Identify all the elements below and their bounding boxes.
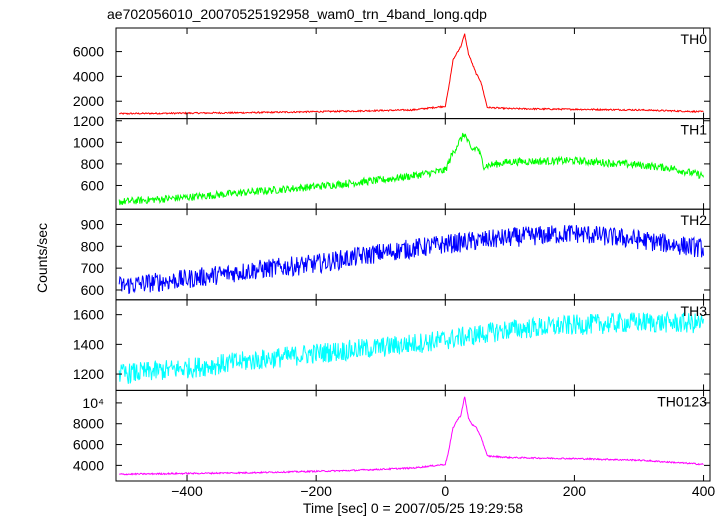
panel-label: TH0 bbox=[681, 31, 708, 47]
panel-th0123: 4000 6000 8000 10⁴ TH0123 bbox=[73, 389, 711, 482]
y-tick-label: 1000 bbox=[73, 134, 104, 150]
y-tick-label: 6000 bbox=[73, 44, 104, 60]
y-tick-label: 800 bbox=[81, 156, 105, 172]
panel-label: TH0123 bbox=[657, 393, 707, 409]
y-tick-label: 1200 bbox=[73, 366, 104, 382]
panel-th2: 600 700 800 900 TH2 bbox=[81, 208, 711, 301]
y-axis-label: Counts/sec bbox=[34, 223, 50, 293]
chart-title: ae702056010_20070525192958_wam0_trn_4ban… bbox=[107, 6, 487, 22]
x-tick-label: −400 bbox=[171, 483, 203, 499]
y-tick-label: 1600 bbox=[73, 307, 104, 323]
series-th0123-line bbox=[119, 396, 704, 476]
panel-label: TH2 bbox=[681, 212, 708, 228]
y-tick-label: 600 bbox=[81, 177, 105, 193]
series-th0-line bbox=[118, 33, 704, 115]
panel-th3: 1200 1400 1600 TH3 bbox=[73, 299, 711, 391]
x-tick-label: 400 bbox=[692, 483, 716, 499]
x-tick-label: 200 bbox=[563, 483, 587, 499]
y-tick-label: 6000 bbox=[73, 437, 104, 453]
x-axis-label: Time [sec] 0 = 2007/05/25 19:29:58 bbox=[303, 500, 523, 516]
y-tick-label: 600 bbox=[81, 282, 105, 298]
x-tick-label: −200 bbox=[300, 483, 332, 499]
y-tick-label: 800 bbox=[81, 238, 105, 254]
panel-label: TH1 bbox=[681, 122, 708, 138]
y-tick-label: 1200 bbox=[73, 113, 104, 129]
y-tick-label: 10⁴ bbox=[82, 395, 104, 411]
y-tick-label: 700 bbox=[81, 260, 105, 276]
y-tick-label: 8000 bbox=[73, 416, 104, 432]
y-tick-label: 4000 bbox=[73, 68, 104, 84]
panel-th0: 2000 4000 6000 TH0 bbox=[73, 27, 711, 120]
y-tick-label: 900 bbox=[81, 216, 105, 232]
series-th3-line bbox=[118, 310, 704, 384]
panel-frame bbox=[115, 27, 711, 120]
panels: 2000 4000 6000 TH0 600 800 1000 1200 TH1 600 700 80… bbox=[73, 27, 711, 482]
y-tick-label: 4000 bbox=[73, 457, 104, 473]
y-tick-label: 2000 bbox=[73, 93, 104, 109]
panel-th1: 600 800 1000 1200 TH1 bbox=[73, 113, 711, 210]
x-axis: −400 −200 0 200 400 bbox=[171, 483, 715, 499]
panel-label: TH3 bbox=[681, 303, 708, 319]
panel-frame bbox=[115, 208, 711, 301]
series-th1-line bbox=[118, 132, 704, 206]
series-th2-line bbox=[118, 224, 704, 295]
y-tick-label: 1400 bbox=[73, 336, 104, 352]
panel-frame bbox=[115, 389, 711, 482]
x-tick-label: 0 bbox=[441, 483, 449, 499]
